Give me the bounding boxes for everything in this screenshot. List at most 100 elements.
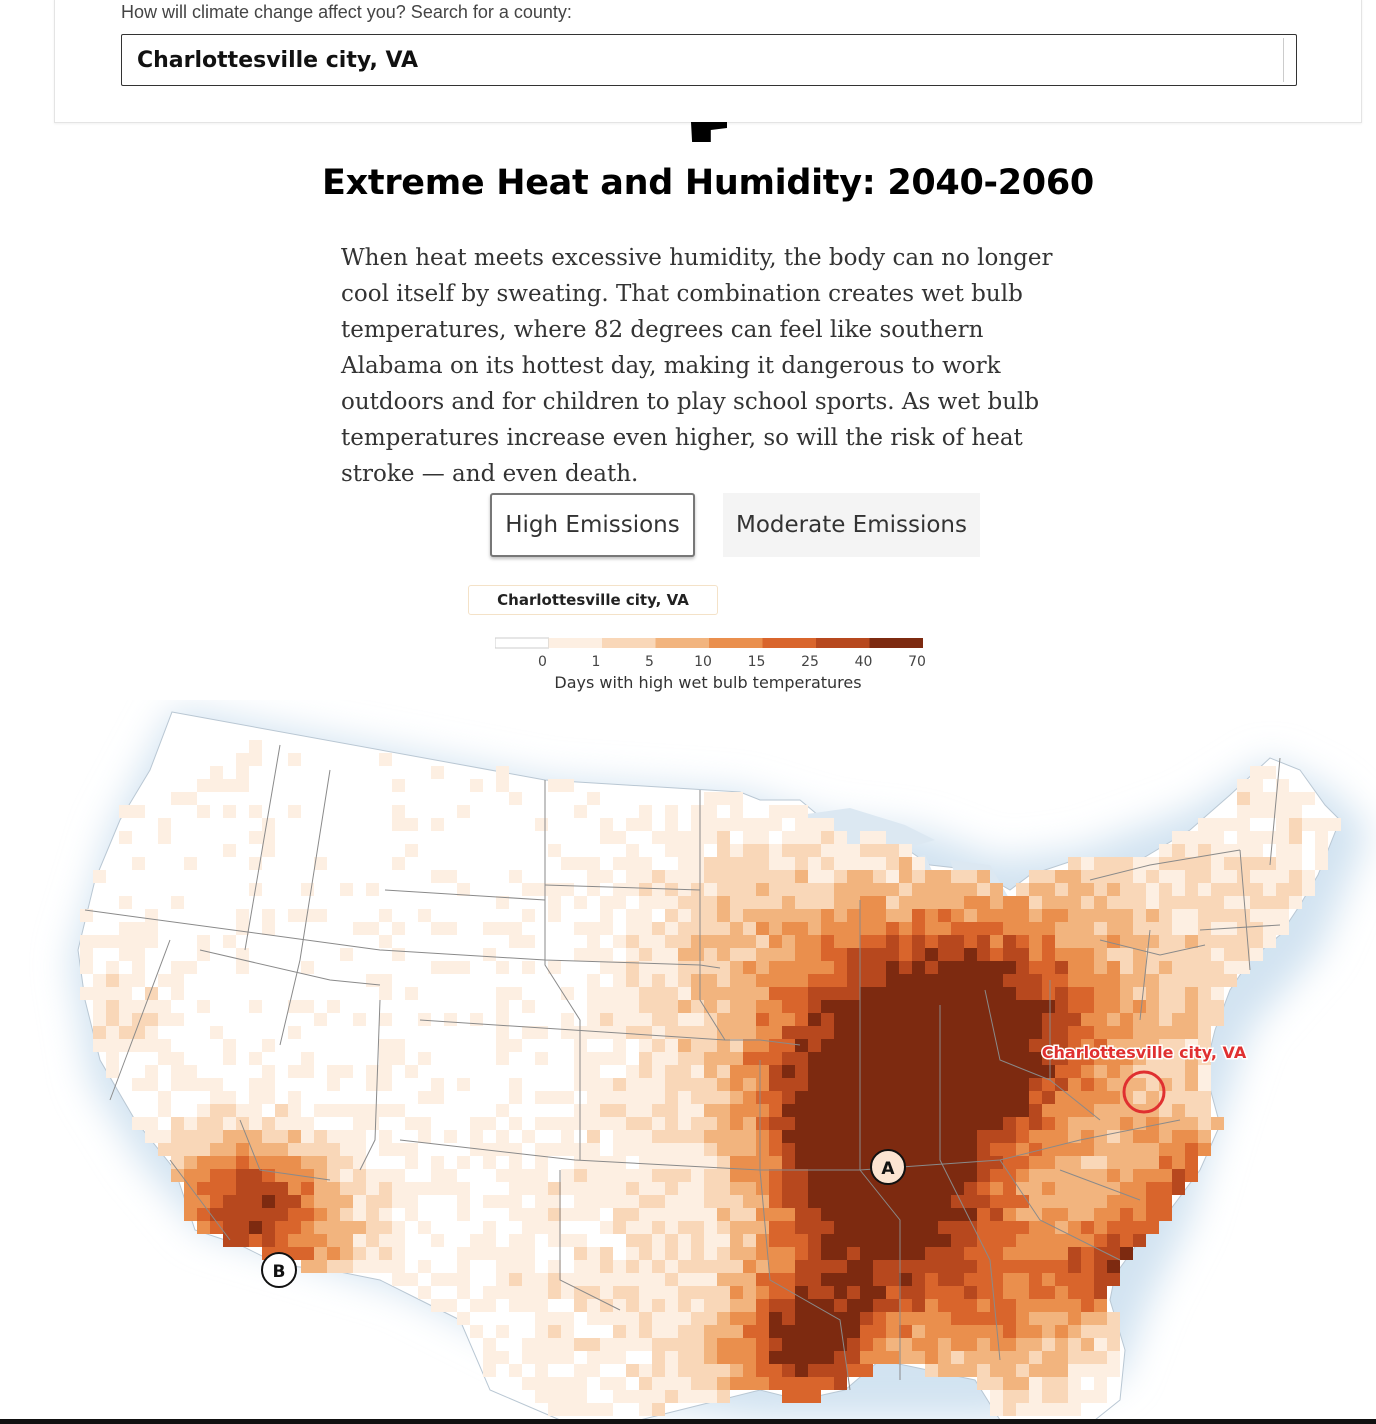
- county-cell: [1211, 844, 1224, 857]
- county-cell: [288, 1026, 301, 1039]
- county-cell: [925, 1000, 938, 1013]
- county-cell: [860, 883, 873, 896]
- county-cell: [145, 922, 158, 935]
- county-cell: [1133, 870, 1146, 883]
- county-cell: [1250, 831, 1263, 844]
- county-cell: [314, 1195, 327, 1208]
- county-cell: [756, 1273, 769, 1286]
- county-cell: [769, 1182, 782, 1195]
- county-cell: [600, 870, 613, 883]
- marker-a[interactable]: A: [870, 1149, 906, 1185]
- county-cell: [1094, 1117, 1107, 1130]
- county-cell: [899, 1065, 912, 1078]
- high-emissions-button[interactable]: High Emissions: [490, 493, 695, 557]
- county-cell: [1068, 961, 1081, 974]
- county-cell: [834, 974, 847, 987]
- marker-b[interactable]: B: [261, 1252, 297, 1288]
- county-cell: [886, 1052, 899, 1065]
- county-cell: [379, 1221, 392, 1234]
- county-cell: [977, 935, 990, 948]
- county-cell: [275, 1104, 288, 1117]
- county-cell: [860, 1338, 873, 1351]
- county-cell: [353, 1130, 366, 1143]
- county-cell: [379, 1039, 392, 1052]
- county-cell: [1016, 1143, 1029, 1156]
- county-cell: [1029, 1286, 1042, 1299]
- county-cell: [561, 1351, 574, 1364]
- county-cell: [678, 1169, 691, 1182]
- county-cell: [1198, 1000, 1211, 1013]
- county-cell: [691, 1182, 704, 1195]
- county-cell: [236, 909, 249, 922]
- county-cell: [548, 844, 561, 857]
- county-cell: [1172, 1000, 1185, 1013]
- county-cell: [1042, 909, 1055, 922]
- county-cell: [444, 961, 457, 974]
- county-cell: [1198, 1104, 1211, 1117]
- county-cell: [665, 1156, 678, 1169]
- selected-county-marker[interactable]: Charlottesville city, VA: [1040, 1042, 1248, 1114]
- county-cell: [184, 1208, 197, 1221]
- county-cell: [834, 987, 847, 1000]
- county-cell: [1120, 961, 1133, 974]
- county-cell: [301, 1169, 314, 1182]
- county-cell: [834, 1156, 847, 1169]
- county-cell: [795, 1169, 808, 1182]
- county-cell: [964, 961, 977, 974]
- county-cell: [808, 1247, 821, 1260]
- county-cell: [951, 1208, 964, 1221]
- county-cell: [184, 1117, 197, 1130]
- county-cell: [860, 1273, 873, 1286]
- county-cell: [444, 1182, 457, 1195]
- county-cell: [522, 909, 535, 922]
- county-cell: [834, 1377, 847, 1390]
- county-cell: [1198, 831, 1211, 844]
- moderate-emissions-button[interactable]: Moderate Emissions: [723, 493, 980, 557]
- us-county-map[interactable]: A B Charlottesville city, VA: [0, 700, 1376, 1420]
- county-cell: [1042, 883, 1055, 896]
- county-cell: [782, 1260, 795, 1273]
- county-cell: [1016, 1117, 1029, 1130]
- county-cell: [301, 1247, 314, 1260]
- county-cell: [535, 1182, 548, 1195]
- county-cell: [925, 1091, 938, 1104]
- county-cell: [1094, 1065, 1107, 1078]
- county-cell: [912, 1143, 925, 1156]
- county-cell: [717, 1221, 730, 1234]
- county-cell: [1276, 844, 1289, 857]
- county-cell: [639, 1156, 652, 1169]
- county-cell: [977, 870, 990, 883]
- county-cell: [860, 1312, 873, 1325]
- county-cell: [1016, 1299, 1029, 1312]
- county-cell: [756, 909, 769, 922]
- county-cell: [977, 1260, 990, 1273]
- county-cell: [392, 922, 405, 935]
- county-cell: [119, 831, 132, 844]
- county-cell: [1042, 1000, 1055, 1013]
- county-cell: [561, 1182, 574, 1195]
- county-cell: [1042, 1065, 1055, 1078]
- county-cell: [1133, 1039, 1146, 1052]
- county-cell: [444, 1013, 457, 1026]
- county-cell: [587, 1260, 600, 1273]
- county-cell: [418, 1091, 431, 1104]
- county-cell: [1120, 1039, 1133, 1052]
- county-cell: [1003, 1052, 1016, 1065]
- county-cell: [873, 922, 886, 935]
- marker-b-label: B: [273, 1262, 286, 1282]
- county-cell: [522, 1338, 535, 1351]
- county-cell: [652, 1143, 665, 1156]
- county-cell: [951, 1130, 964, 1143]
- county-search-input[interactable]: Charlottesville city, VA: [121, 34, 1297, 86]
- county-cell: [808, 883, 821, 896]
- county-cell: [379, 974, 392, 987]
- county-cell: [197, 1156, 210, 1169]
- county-cell: [314, 1130, 327, 1143]
- county-cell: [1146, 974, 1159, 987]
- county-cell: [561, 883, 574, 896]
- county-cell: [496, 766, 509, 779]
- county-cell: [1068, 1156, 1081, 1169]
- county-cell: [1159, 1013, 1172, 1026]
- county-cell: [795, 857, 808, 870]
- county-cell: [119, 896, 132, 909]
